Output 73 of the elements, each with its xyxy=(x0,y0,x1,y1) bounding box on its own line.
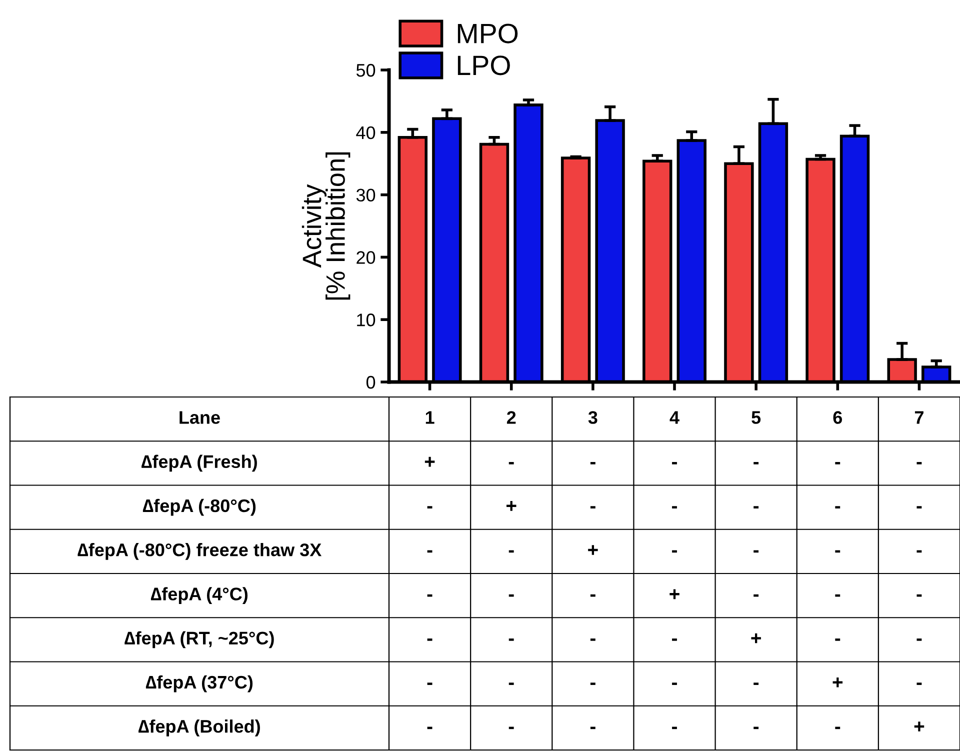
text: - xyxy=(427,682,432,685)
text: - xyxy=(508,682,514,685)
text: + xyxy=(670,589,680,600)
text: ∆fepA (-80°C) xyxy=(142,498,256,516)
text: - xyxy=(508,594,514,597)
text: - xyxy=(427,550,432,553)
text: - xyxy=(590,506,596,508)
text: - xyxy=(672,638,677,641)
text: + xyxy=(832,677,843,688)
text: - xyxy=(754,726,759,730)
text: - xyxy=(754,682,759,685)
text: ∆fepA (-80°C) freeze thaw 3X xyxy=(78,543,322,560)
text: - xyxy=(427,506,432,508)
text: - xyxy=(835,506,840,508)
y-tick-label: 10 xyxy=(357,314,376,326)
y-tick-label: 40 xyxy=(356,126,376,140)
text: - xyxy=(590,682,596,685)
x-tick-label: 7 xyxy=(914,411,924,424)
text: Lane xyxy=(180,411,220,424)
y-tick-label: 0 xyxy=(366,376,376,389)
text: - xyxy=(672,726,677,730)
text: - xyxy=(508,462,514,464)
text: - xyxy=(916,594,922,597)
y-tick-label: 20 xyxy=(356,251,376,264)
text: + xyxy=(588,545,598,555)
text: - xyxy=(672,462,677,464)
text: - xyxy=(916,682,922,685)
text: - xyxy=(590,462,596,464)
legend-label: MPO xyxy=(458,24,518,44)
text: ∆fepA (RT, ~25°C) xyxy=(124,631,274,648)
x-tick-label: 3 xyxy=(588,411,598,424)
text: - xyxy=(672,550,677,553)
text: - xyxy=(672,682,677,685)
y-axis-title: Activity [% Inhibition] xyxy=(302,152,350,300)
text: - xyxy=(835,638,840,641)
text: - xyxy=(916,462,922,464)
text: - xyxy=(427,638,432,641)
text: - xyxy=(754,550,759,553)
text: + xyxy=(424,456,435,467)
text: ∆fepA (37°C) xyxy=(146,675,253,692)
text: - xyxy=(590,638,596,641)
x-tick-label: 2 xyxy=(506,411,516,424)
text: + xyxy=(914,722,924,732)
text: - xyxy=(835,550,840,553)
text: - xyxy=(590,594,596,597)
y-tick-label: 50 xyxy=(356,64,376,77)
text: - xyxy=(590,726,596,730)
text: - xyxy=(835,594,840,597)
text: - xyxy=(835,462,840,464)
text: - xyxy=(427,594,432,597)
text: - xyxy=(508,638,514,641)
x-tick-label: 5 xyxy=(752,411,761,424)
y-tick-label: 30 xyxy=(356,188,376,202)
text: - xyxy=(427,726,432,730)
text: - xyxy=(916,550,922,553)
text: - xyxy=(508,550,514,553)
text: - xyxy=(754,594,759,597)
text: - xyxy=(508,726,514,730)
legend-label: LPO xyxy=(458,56,510,76)
x-tick-label: 6 xyxy=(833,411,842,424)
x-tick-label: 4 xyxy=(670,411,680,424)
text: ∆fepA (4°C) xyxy=(150,587,248,604)
x-tick-label: 1 xyxy=(426,411,434,424)
text: - xyxy=(835,726,840,730)
text: ∆fepA (Boiled) xyxy=(138,720,260,736)
text: + xyxy=(751,633,761,644)
text: - xyxy=(672,506,677,508)
text: - xyxy=(916,506,922,508)
text: ∆fepA (Fresh) xyxy=(142,454,257,472)
text: - xyxy=(754,506,759,508)
text: - xyxy=(916,638,922,641)
text: + xyxy=(506,500,516,511)
text: - xyxy=(754,462,759,464)
